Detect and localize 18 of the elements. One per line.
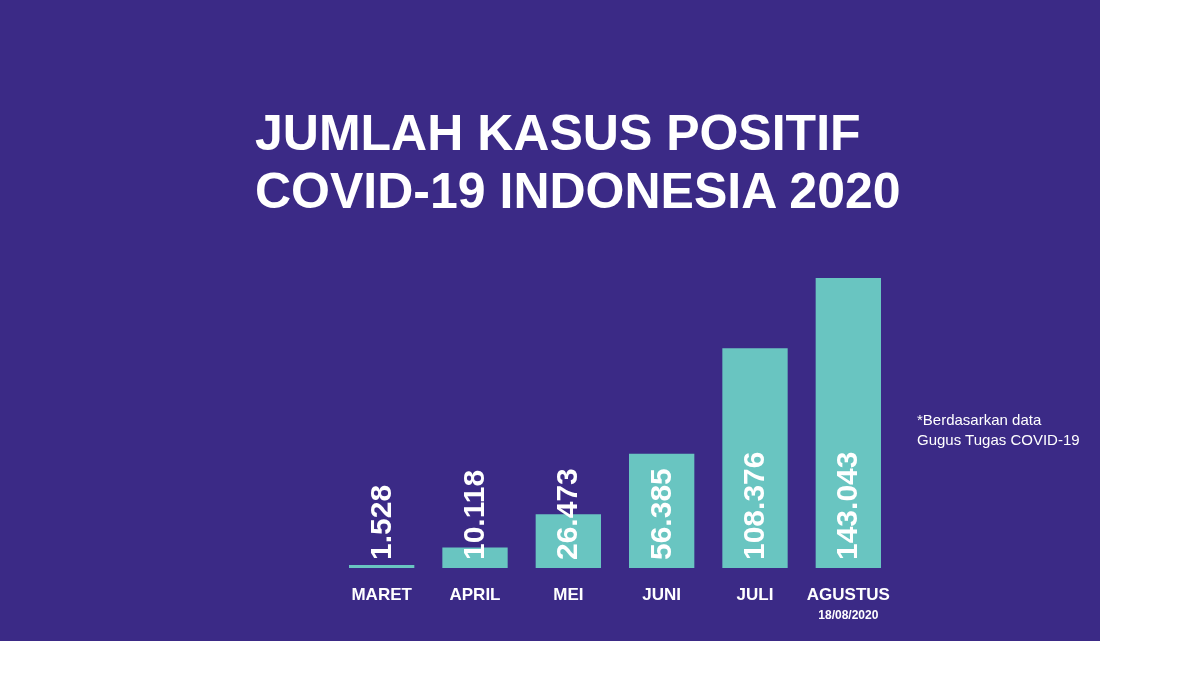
x-tick-label: MEI [553, 584, 584, 604]
x-tick-label: APRIL [449, 584, 501, 604]
bar [815, 278, 881, 568]
x-tick-label: AGUSTUS [806, 584, 890, 604]
bar [722, 348, 788, 568]
data-label: 143.043 [830, 451, 864, 560]
text: *Berdasarkan data Gugus Tugas COVID-19 [917, 411, 1080, 448]
text: 18/08/2020 [818, 608, 879, 622]
x-tick-label: JULI [736, 584, 774, 604]
bar [349, 564, 415, 568]
data-label: 10.118 [457, 469, 490, 560]
data-label: 26.473 [550, 468, 584, 560]
data-label: 56.385 [643, 468, 677, 560]
chart-title: JUMLAH KASUS POSITIF COVID-19 INDONESIA 2020 [255, 105, 901, 219]
x-tick-label: JUNI [642, 584, 682, 604]
x-tick-label: MARET [351, 584, 413, 604]
data-label: 1.528 [363, 484, 397, 560]
data-label: 108.376 [737, 451, 770, 560]
